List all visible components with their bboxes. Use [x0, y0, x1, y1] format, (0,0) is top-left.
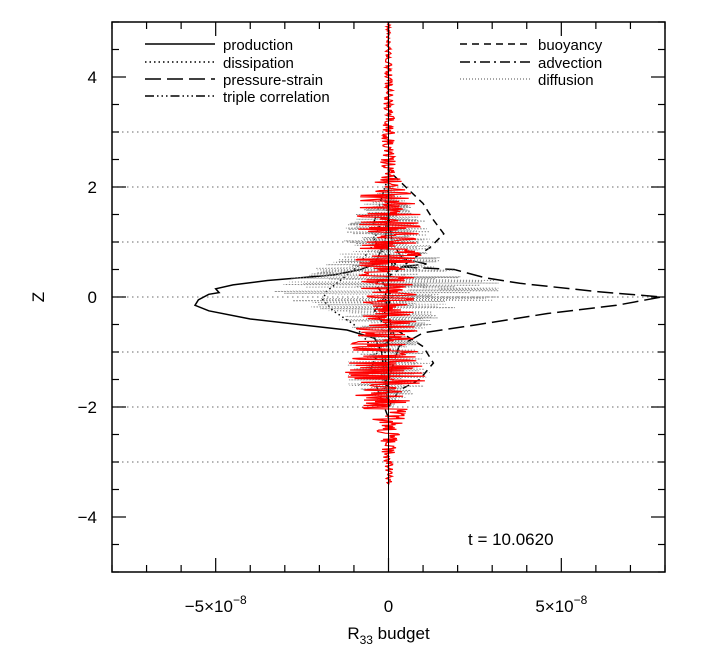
- axis-ticks: [111, 21, 666, 573]
- budget-curves: [193, 159, 662, 419]
- series-buoyancy: [373, 169, 445, 408]
- x-axis-title-sub: 33: [360, 633, 374, 647]
- legend-label-2: pressure-strain: [223, 72, 323, 89]
- x-axis-title-rest: budget: [373, 624, 430, 643]
- x-tick-label-base-0: −5×10: [185, 597, 233, 616]
- noisy-curves: [274, 21, 500, 485]
- x-tick-label-2: 5×10−8: [535, 593, 587, 616]
- legend-label-6: diffusion: [538, 72, 594, 89]
- y-axis-title: Z: [29, 292, 48, 302]
- series-unlabeled-red: [345, 21, 426, 485]
- legend-label-3: triple correlation: [223, 89, 330, 106]
- x-tick-label-exp-0: −8: [233, 593, 247, 607]
- time-annotation: t = 10.0620: [468, 530, 554, 549]
- x-tick-label-base-2: 5×10: [535, 597, 573, 616]
- legend: productiondissipationpressure-straintrip…: [145, 37, 603, 106]
- x-axis-title: R33 budget: [347, 624, 430, 647]
- x-tick-label-1: 0: [384, 597, 393, 616]
- y-tick-label-0: −4: [78, 508, 97, 527]
- y-tick-label-2: 0: [88, 288, 97, 307]
- legend-label-1: dissipation: [223, 55, 294, 72]
- legend-label-5: advection: [538, 55, 602, 72]
- y-tick-label-1: −2: [78, 398, 97, 417]
- x-tick-label-base-1: 0: [384, 597, 393, 616]
- y-tick-label-4: 4: [88, 68, 97, 87]
- legend-label-4: buoyancy: [538, 37, 603, 54]
- x-tick-label-0: −5×10−8: [185, 593, 247, 616]
- x-tick-label-exp-2: −8: [574, 593, 588, 607]
- y-tick-label-3: 2: [88, 178, 97, 197]
- x-axis-title-base: R: [347, 624, 359, 643]
- legend-label-0: production: [223, 37, 293, 54]
